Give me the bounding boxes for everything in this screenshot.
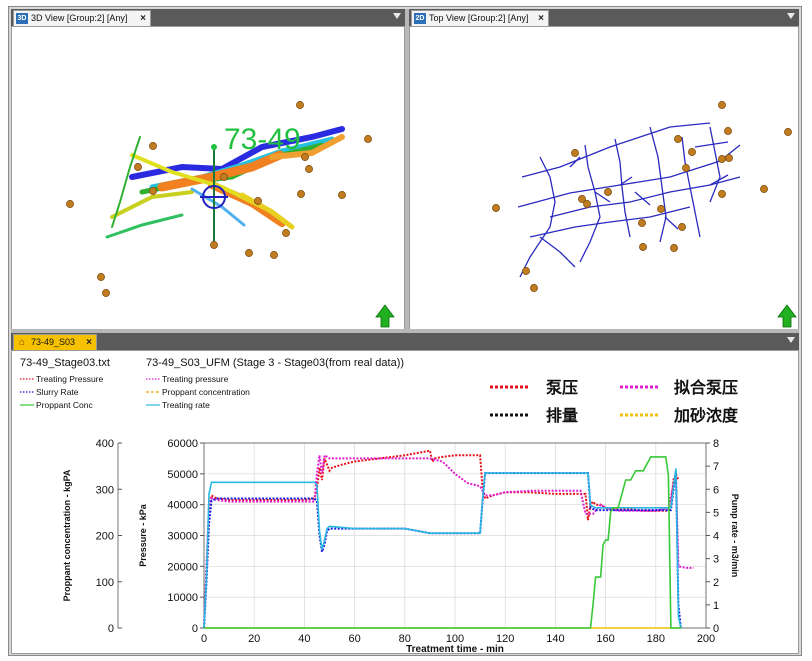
rate-axis-title: Pump rate - m3/min <box>730 494 740 578</box>
plot-area: 0 20 40 60 80 100 120 140 160 180 2000100002000030… <box>62 438 740 655</box>
x-tick-label: 200 <box>697 633 715 645</box>
x-tick-label: 140 <box>546 633 564 645</box>
close-icon[interactable]: × <box>86 337 92 348</box>
legend-proppant-concentration: Proppant concentration <box>162 387 250 397</box>
tab-top-view-label: Top View [Group:2] [Any] <box>429 13 529 23</box>
treatment-chart: 73-49_Stage03.txt 73-49_S03_UFM (Stage 3… <box>20 357 740 655</box>
series-line <box>203 470 682 629</box>
x-tick-label: 80 <box>399 633 411 645</box>
pressure-axis-title: Pressure - kPa <box>138 503 148 567</box>
tab-3d-view[interactable]: 3D 3D View [Group:2] [Any] × <box>13 10 151 26</box>
legend-cn-pressure: 泵压 <box>545 379 578 397</box>
2d-view-icon: 2D <box>414 13 426 24</box>
rate-tick-label: 1 <box>713 600 719 612</box>
rate-tick-label: 0 <box>713 623 719 635</box>
proppant-tick-label: 400 <box>96 438 114 450</box>
legend-cn-sand-conc: 加砂浓度 <box>673 406 739 425</box>
rate-tick-label: 3 <box>713 554 719 566</box>
legend-treating-pressure: Treating Pressure <box>36 374 104 384</box>
pressure-tick-label: 40000 <box>167 500 198 512</box>
x-tick-label: 40 <box>298 633 310 645</box>
3d-view-icon: 3D <box>16 13 28 24</box>
view3d-scene: 73-49 <box>66 101 395 328</box>
topview-canvas[interactable] <box>409 26 799 330</box>
rate-tick-label: 2 <box>713 577 719 589</box>
series-line <box>203 453 694 629</box>
rate-tick-label: 4 <box>713 531 719 543</box>
legend-cn-fitted-pressure: 拟合泵压 <box>674 378 738 397</box>
app-window: 3D 3D View [Group:2] [Any] × <box>8 6 802 656</box>
pressure-tick-label: 50000 <box>167 469 198 481</box>
chart-pane: 73-49_Stage03.txt 73-49_S03_UFM (Stage 3… <box>11 350 799 655</box>
pressure-tick-label: 0 <box>192 623 198 635</box>
x-tick-label: 20 <box>248 633 260 645</box>
topview-tabbar: 2D Top View [Group:2] [Any] × <box>409 9 799 26</box>
chevron-down-icon[interactable] <box>787 13 795 19</box>
microseismic-events <box>66 101 372 297</box>
rate-tick-label: 8 <box>713 438 719 450</box>
x-tick-label: 180 <box>647 633 665 645</box>
rate-tick-label: 5 <box>713 507 719 519</box>
proppant-axis-title: Proppant concentration - kgPA <box>62 469 72 601</box>
legend-cn-rate: 排量 <box>546 406 578 425</box>
x-axis-title: Treatment time - min <box>406 644 504 653</box>
chevron-down-icon[interactable] <box>393 13 401 19</box>
pressure-tick-label: 30000 <box>167 531 198 543</box>
proppant-tick-label: 100 <box>96 577 114 589</box>
rate-tick-label: 7 <box>713 461 719 473</box>
x-tick-label: 100 <box>446 633 464 645</box>
chart-tab-icon: ⌂ <box>18 337 26 348</box>
rate-tick-label: 6 <box>713 484 719 496</box>
north-arrow-icon <box>375 304 395 328</box>
fracture-network-2d <box>517 122 741 278</box>
tab-3d-view-label: 3D View [Group:2] [Any] <box>31 13 128 23</box>
view3d-tabbar: 3D 3D View [Group:2] [Any] × <box>11 9 405 26</box>
pressure-tick-label: 60000 <box>167 438 198 450</box>
north-arrow-icon <box>777 304 797 328</box>
well-marker <box>200 144 228 242</box>
pane-splitter-vertical[interactable] <box>405 9 409 329</box>
close-icon[interactable]: × <box>538 13 544 24</box>
x-tick-label: 60 <box>348 633 360 645</box>
pane-splitter-horizontal[interactable] <box>11 329 799 333</box>
legend-treating-rate: Treating rate <box>162 400 210 410</box>
legend-slurry-rate: Slurry Rate <box>36 387 79 397</box>
pressure-tick-label: 20000 <box>167 561 198 573</box>
well-label: 73-49 <box>224 123 301 156</box>
series-line <box>203 468 682 629</box>
chart-title: 73-49_S03_UFM (Stage 3 - Stage03(from re… <box>146 357 404 369</box>
chart-tabbar: ⌂ 73-49_S03 × <box>11 333 799 350</box>
legend-proppant-conc: Proppant Conc <box>36 400 93 410</box>
x-tick-label: 120 <box>496 633 514 645</box>
file-title: 73-49_Stage03.txt <box>20 357 110 369</box>
x-tick-label: 0 <box>201 633 207 645</box>
topview-scene <box>492 101 797 328</box>
fracture-network-3d <box>105 126 345 239</box>
view3d-canvas[interactable]: 73-49 <box>11 26 405 330</box>
proppant-tick-label: 300 <box>96 484 114 496</box>
pressure-tick-label: 10000 <box>167 592 198 604</box>
tab-73-49-s03-label: 73-49_S03 <box>31 337 76 347</box>
tab-73-49-s03[interactable]: ⌂ 73-49_S03 × <box>13 334 97 350</box>
close-icon[interactable]: × <box>140 13 146 24</box>
series-line <box>204 456 681 629</box>
legend-treating-pressure-model: Treating pressure <box>162 374 229 384</box>
tab-top-view[interactable]: 2D Top View [Group:2] [Any] × <box>411 10 549 26</box>
proppant-tick-label: 0 <box>108 623 114 635</box>
proppant-tick-label: 200 <box>96 531 114 543</box>
x-tick-label: 160 <box>596 633 614 645</box>
microseismic-events <box>492 101 792 292</box>
chevron-down-icon[interactable] <box>787 337 795 343</box>
